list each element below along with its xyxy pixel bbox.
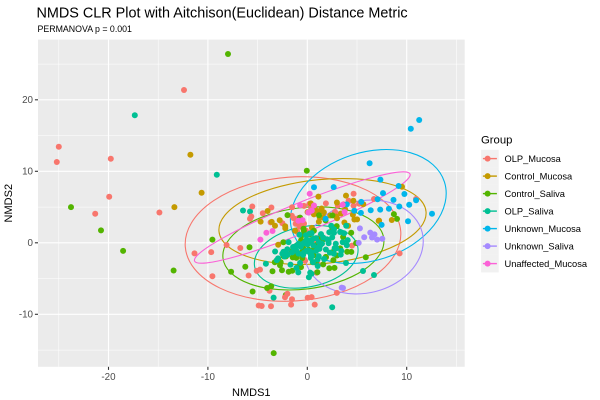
- svg-text:-20: -20: [101, 372, 116, 383]
- svg-text:Group: Group: [481, 135, 512, 147]
- svg-text:Control_Mucosa: Control_Mucosa: [505, 171, 574, 181]
- svg-text:OLP_Mucosa: OLP_Mucosa: [505, 154, 562, 164]
- svg-text:-10: -10: [19, 310, 34, 321]
- svg-text:NMDS1: NMDS1: [232, 387, 271, 399]
- svg-text:OLP_Saliva: OLP_Saliva: [505, 206, 555, 216]
- svg-text:-10: -10: [201, 372, 216, 383]
- svg-text:Unknown_Saliva: Unknown_Saliva: [505, 241, 575, 251]
- svg-text:Unaffected_Mucosa: Unaffected_Mucosa: [505, 259, 588, 269]
- svg-text:20: 20: [22, 95, 33, 106]
- svg-text:Unknown_Mucosa: Unknown_Mucosa: [505, 224, 582, 234]
- svg-text:NMDS CLR Plot with Aitchison(E: NMDS CLR Plot with Aitchison(Euclidean) …: [37, 5, 408, 21]
- svg-text:0: 0: [28, 238, 34, 249]
- svg-text:PERMANOVA p = 0.001: PERMANOVA p = 0.001: [38, 24, 133, 34]
- svg-text:0: 0: [305, 372, 311, 383]
- svg-text:10: 10: [22, 167, 33, 178]
- svg-text:Control_Saliva: Control_Saliva: [505, 189, 566, 199]
- svg-text:NMDS2: NMDS2: [3, 184, 15, 223]
- svg-text:10: 10: [401, 372, 412, 383]
